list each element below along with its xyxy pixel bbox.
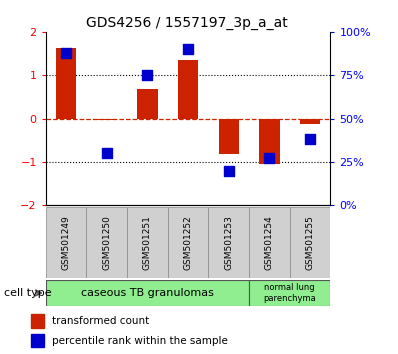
- Bar: [249, 207, 290, 278]
- Text: GSM501249: GSM501249: [62, 215, 70, 270]
- Text: GSM501254: GSM501254: [265, 215, 274, 270]
- Text: normal lung
parenchyma: normal lung parenchyma: [263, 283, 316, 303]
- Text: cell type: cell type: [4, 288, 52, 298]
- Bar: [137, 89, 158, 119]
- Bar: [46, 207, 86, 278]
- Point: [144, 73, 150, 78]
- Point: [103, 150, 110, 156]
- Bar: [31, 334, 44, 347]
- Bar: [46, 280, 249, 306]
- Text: GSM501250: GSM501250: [102, 215, 111, 270]
- Bar: [209, 207, 249, 278]
- Text: GDS4256 / 1557197_3p_a_at: GDS4256 / 1557197_3p_a_at: [86, 16, 288, 30]
- Bar: [178, 60, 198, 119]
- Bar: [300, 119, 320, 124]
- Text: GSM501253: GSM501253: [224, 215, 233, 270]
- Point: [307, 137, 313, 142]
- Point: [226, 168, 232, 173]
- Bar: [127, 207, 168, 278]
- Bar: [31, 314, 44, 328]
- Point: [266, 156, 273, 161]
- Point: [185, 46, 191, 52]
- Bar: [290, 207, 330, 278]
- Bar: [97, 119, 117, 120]
- Bar: [86, 207, 127, 278]
- Text: GSM501251: GSM501251: [143, 215, 152, 270]
- Bar: [249, 280, 330, 306]
- Text: transformed count: transformed count: [52, 316, 149, 326]
- Text: GSM501252: GSM501252: [183, 215, 193, 270]
- Text: GSM501255: GSM501255: [306, 215, 314, 270]
- Text: caseous TB granulomas: caseous TB granulomas: [81, 288, 214, 298]
- Bar: [259, 119, 279, 164]
- Bar: [168, 207, 209, 278]
- Bar: [219, 119, 239, 154]
- Text: percentile rank within the sample: percentile rank within the sample: [52, 336, 228, 346]
- Point: [63, 50, 69, 56]
- Bar: [56, 48, 76, 119]
